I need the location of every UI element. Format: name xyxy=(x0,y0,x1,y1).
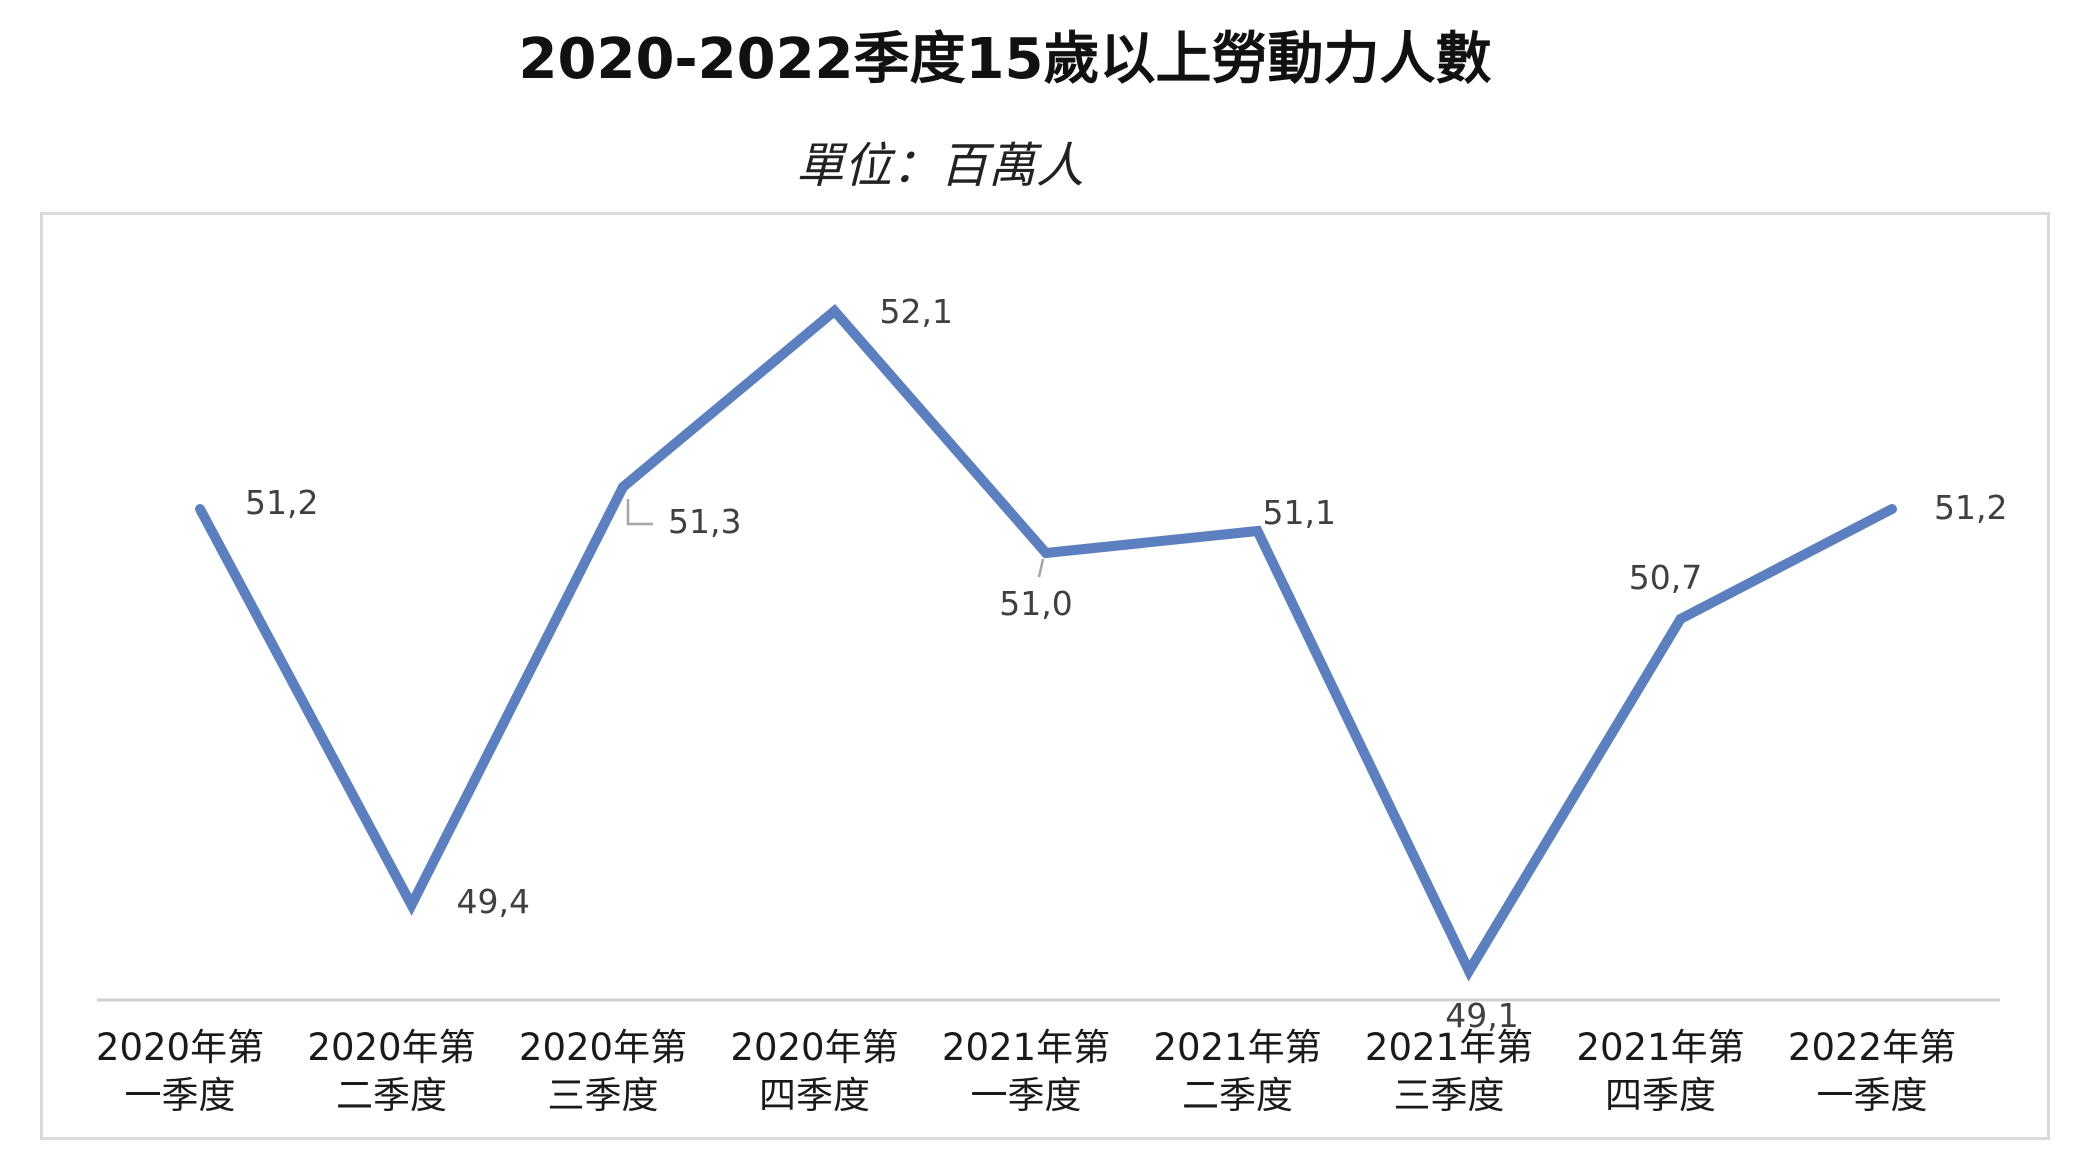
data-label: 51,2 xyxy=(245,483,318,522)
data-point xyxy=(829,306,840,316)
data-point xyxy=(1252,526,1263,536)
x-tick-label: 2020年第二季度 xyxy=(307,1026,475,1117)
data-label: 49,4 xyxy=(457,882,530,921)
data-label: 52,1 xyxy=(880,292,953,331)
data-point xyxy=(1464,966,1474,976)
x-tick-label: 2021年第三季度 xyxy=(1365,1026,1533,1117)
page-subtitle: 單位：百萬人 xyxy=(795,138,1084,194)
x-tick-label: 2021年第二季度 xyxy=(1153,1026,1321,1117)
data-label: 51,1 xyxy=(1263,493,1336,532)
series-group xyxy=(195,304,1897,982)
data-point xyxy=(406,900,417,910)
x-tick-label: 2022年第一季度 xyxy=(1788,1026,1956,1117)
data-label: 51,3 xyxy=(668,502,741,541)
x-tick-label: 2020年第三季度 xyxy=(519,1026,687,1117)
chart-frame xyxy=(40,212,2050,1140)
data-label-leader xyxy=(626,499,653,526)
data-label: 51,2 xyxy=(1934,488,2007,527)
data-point xyxy=(1041,548,1051,558)
x-tick-label: 2020年第一季度 xyxy=(96,1026,264,1117)
data-label: 49,1 xyxy=(1445,996,1518,1035)
x-tick-label: 2021年第一季度 xyxy=(942,1026,1110,1117)
x-tick-label: 2020年第四季度 xyxy=(730,1026,898,1117)
data-point xyxy=(195,504,205,514)
data-label-leader xyxy=(1037,558,1045,578)
x-tick-label: 2021年第四季度 xyxy=(1576,1026,1744,1117)
page-title: 2020-2022季度15歲以上勞動力人數 xyxy=(518,27,1492,92)
series-line xyxy=(195,304,1895,982)
data-point xyxy=(618,482,628,492)
x-axis-tick-labels: 2020年第一季度 2020年第二季度 2020年第三季度 2020年第四季度 2021… xyxy=(96,1026,1956,1117)
data-point xyxy=(1887,504,1897,514)
data-point xyxy=(1675,614,1686,624)
data-label: 50,7 xyxy=(1629,558,1702,597)
data-labels: 51,2 49,4 51,3 52,1 51,0 51,1 49,1 50,7 51,2 xyxy=(245,292,2007,1035)
data-label: 51,0 xyxy=(999,584,1072,623)
